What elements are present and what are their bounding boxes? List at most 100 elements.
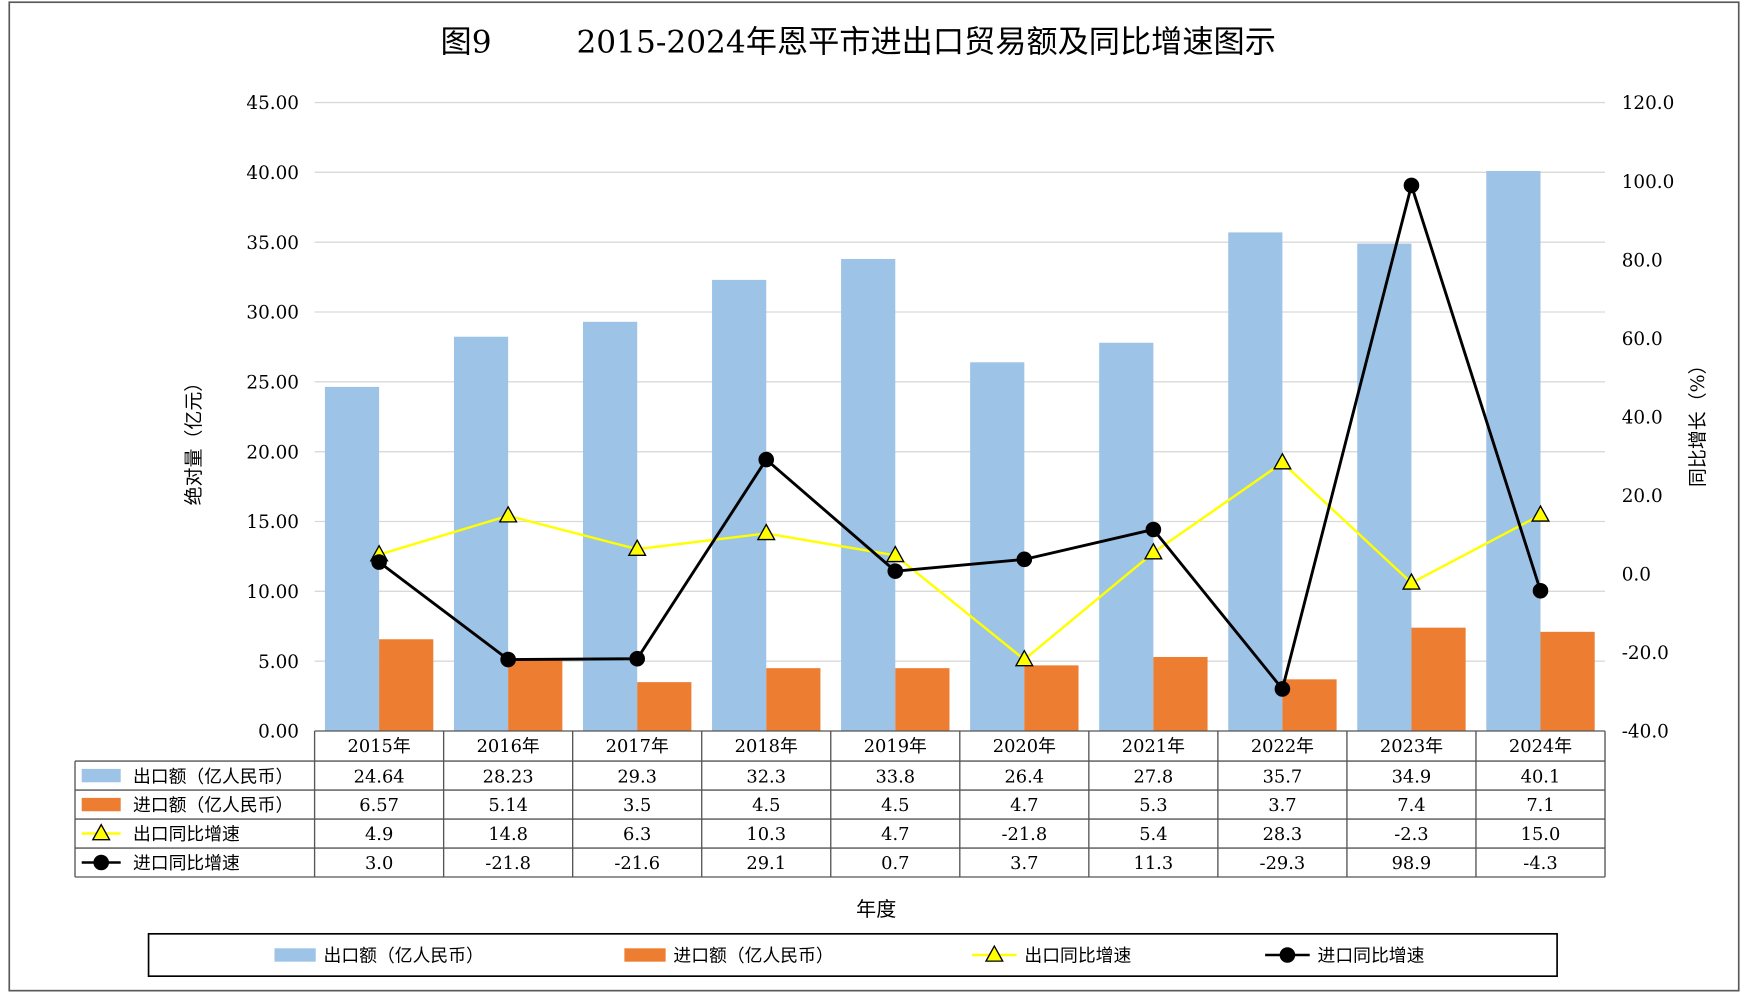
left-axis-tick-label: 35.00 [246, 233, 299, 254]
import-amount-bar [637, 682, 692, 732]
right-axis-tick-label: 0.0 [1622, 565, 1651, 586]
import-growth-value-cell: 98.9 [1392, 853, 1432, 874]
category-label: 2015年 [348, 736, 411, 757]
legend: 出口额（亿人民币） 进口额（亿人民币） 出口同比增速 进口同比增速 [147, 932, 1558, 978]
export-amount-row-label: 出口额（亿人民币） [133, 766, 293, 787]
right-axis-tick-label: 40.0 [1622, 407, 1663, 428]
export-growth-value-cell: 6.3 [623, 824, 651, 845]
import-growth-point [1274, 681, 1291, 697]
import-amount-legend-swatch [624, 948, 666, 962]
export-growth-point [627, 538, 647, 556]
right-axis-tick-label: -20.0 [1622, 643, 1669, 664]
import-amount-bar [1153, 656, 1208, 732]
left-axis-tick-label: 45.00 [246, 93, 299, 114]
import-growth-point [887, 563, 904, 579]
export-amount-bar [324, 386, 380, 732]
export-amount-legend-swatch [274, 948, 316, 962]
export-growth-value-cell: 15.0 [1521, 824, 1561, 845]
export-growth-value-cell: 4.9 [365, 824, 393, 845]
import-amount-value-cell: 6.57 [359, 795, 399, 816]
import-amount-bar [379, 639, 434, 732]
category-label: 2016年 [477, 736, 540, 757]
category-label: 2021年 [1122, 736, 1185, 757]
export-growth-value-cell: 5.4 [1139, 824, 1167, 845]
import-growth-value-cell: -29.3 [1260, 853, 1306, 874]
import-growth-point [1403, 177, 1420, 194]
export-growth-legend-marker [984, 944, 1004, 962]
import-amount-bar [1282, 679, 1337, 732]
import-growth-point [629, 650, 646, 667]
export-growth-point [885, 545, 905, 563]
import-amount-value-cell: 3.5 [623, 795, 651, 816]
category-label: 2017年 [606, 736, 669, 757]
category-label: 2024年 [1509, 736, 1572, 757]
import-growth-value-cell: 3.7 [1010, 853, 1038, 874]
export-amount-value-cell: 28.23 [483, 766, 534, 787]
left-axis-tick-label: 15.00 [246, 512, 299, 533]
left-axis-tick-label: 5.00 [258, 652, 299, 673]
import-amount-bar [895, 668, 950, 732]
import-growth-point [500, 651, 516, 668]
export-amount-bar [453, 336, 509, 732]
right-axis-tick-label: 20.0 [1622, 486, 1663, 507]
import-amount-value-cell: 4.5 [881, 795, 909, 816]
export-growth-point [1401, 572, 1421, 590]
import-amount-value-cell: 4.5 [752, 795, 780, 816]
import-growth-value-cell: -21.8 [485, 853, 531, 874]
import-amount-legend-label: 进口额（亿人民币） [673, 946, 833, 967]
import-growth-point [1016, 551, 1033, 568]
right-axis-tick-label: -40.0 [1622, 722, 1669, 743]
line-series [369, 177, 1550, 697]
x-axis-title: 年度 [856, 897, 896, 921]
category-label: 2022年 [1251, 736, 1314, 757]
import-growth-point [371, 554, 387, 570]
chart-title: 2015-2024年恩平市进出口贸易额及同比增速图示 [576, 24, 1275, 60]
import-amount-value-cell: 5.14 [488, 795, 528, 816]
import-growth-line [378, 183, 1542, 691]
export-growth-point [1143, 542, 1163, 560]
legend-box [147, 932, 1558, 978]
export-growth-value-cell: 14.8 [488, 824, 528, 845]
export-amount-value-cell: 34.9 [1392, 766, 1432, 787]
export-growth-value-cell: -21.8 [1001, 824, 1047, 845]
export-amount-value-cell: 24.64 [354, 766, 405, 787]
export-growth-point [756, 523, 776, 541]
import-growth-value-cell: -21.6 [614, 853, 660, 874]
import-amount-bar [508, 659, 563, 732]
export-amount-bar [970, 362, 1025, 732]
left-axis-tick-label: 40.00 [246, 163, 299, 184]
right-axis-tick-label: 60.0 [1622, 329, 1663, 350]
export-amount-value-cell: 32.3 [746, 766, 786, 787]
export-growth-value-cell: -2.3 [1394, 824, 1428, 845]
import-amount-bar [1411, 627, 1466, 732]
export-growth-point [1014, 649, 1034, 667]
category-label: 2019年 [864, 736, 927, 757]
import-growth-value-cell: 0.7 [881, 853, 909, 874]
import-amount-value-cell: 5.3 [1139, 795, 1167, 816]
left-axis-tick-label: 10.00 [246, 582, 299, 603]
import-growth-point [758, 451, 775, 468]
left-axis-tick-label: 25.00 [246, 373, 299, 394]
export-growth-point [1272, 452, 1292, 470]
export-growth-point [498, 505, 518, 523]
import-growth-value-cell: 3.0 [365, 853, 393, 874]
import-growth-row-label: 进口同比增速 [133, 853, 240, 874]
export-amount-legend-swatch [81, 768, 121, 783]
import-growth-legend-marker [93, 854, 109, 871]
category-label: 2018年 [735, 736, 798, 757]
export-amount-bar [1486, 170, 1541, 732]
figure-label: 图9 [441, 24, 492, 60]
import-amount-bar [766, 668, 821, 732]
import-amount-value-cell: 7.1 [1526, 795, 1554, 816]
import-amount-bar [1024, 665, 1079, 732]
export-amount-bar [1357, 243, 1412, 732]
category-label: 2020年 [993, 736, 1056, 757]
left-axis-title: 绝对量（亿元） [183, 373, 205, 506]
import-amount-bar [1540, 631, 1595, 732]
export-growth-legend-marker [91, 823, 111, 841]
category-label: 2023年 [1380, 736, 1443, 757]
export-growth-value-cell: 4.7 [881, 824, 909, 845]
export-amount-bar [583, 321, 638, 732]
import-growth-legend-label: 进口同比增速 [1318, 946, 1425, 967]
